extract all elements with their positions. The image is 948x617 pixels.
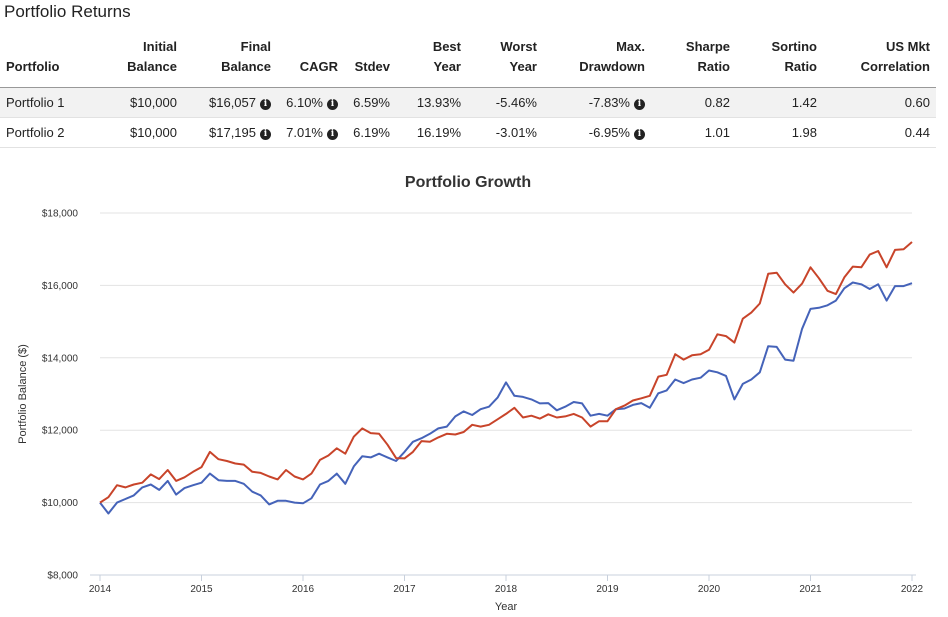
info-circle-icon[interactable]: i	[634, 99, 645, 110]
cell-cagr: 7.01% i	[277, 117, 344, 148]
cell-best-year: 13.93%	[396, 87, 467, 118]
cell-sortino-ratio: 1.98	[736, 117, 823, 148]
y-tick-label: $10,000	[42, 498, 79, 509]
portfolio-returns-table: Portfolio Initial Balance Final Balance CA…	[0, 30, 936, 148]
info-circle-icon[interactable]: i	[327, 129, 338, 140]
cell-worst-year: -5.46%	[467, 87, 543, 118]
chart-axes: $8,000 $10,000 $12,000 $14,000 $16,000 $18,00…	[42, 209, 924, 596]
cell-sharpe-ratio: 0.82	[651, 87, 736, 118]
x-tick-label: 2022	[901, 584, 924, 595]
col-header-sharpe-ratio[interactable]: Sharpe Ratio	[651, 30, 736, 88]
table-row-portfolio-2: Portfolio 2 $10,000 $17,195 i 7.01% i 6.19…	[0, 117, 936, 148]
x-tick-label: 2018	[495, 584, 518, 595]
x-axis-title: Year	[495, 601, 518, 613]
x-tick-label: 2017	[393, 584, 416, 595]
cell-max-drawdown: -6.95% i	[543, 117, 651, 148]
y-axis-title: Portfolio Balance ($)	[17, 344, 29, 444]
col-header-sortino-ratio[interactable]: Sortino Ratio	[736, 30, 823, 88]
y-tick-label: $18,000	[42, 209, 79, 220]
cell-final-balance: $16,057 i	[183, 87, 277, 118]
cell-cagr: 6.10% i	[277, 87, 344, 118]
col-header-final-balance[interactable]: Final Balance	[183, 30, 277, 88]
info-circle-icon[interactable]: i	[260, 129, 271, 140]
chart-series	[99, 241, 913, 515]
info-circle-icon[interactable]: i	[260, 99, 271, 110]
y-tick-label: $8,000	[47, 571, 78, 582]
table-row-portfolio-1: Portfolio 1 $10,000 $16,057 i 6.10% i 6.59…	[0, 87, 936, 118]
x-tick-label: 2014	[89, 584, 112, 595]
info-circle-icon[interactable]: i	[327, 99, 338, 110]
x-tick-label: 2020	[698, 584, 721, 595]
y-tick-label: $12,000	[42, 426, 79, 437]
x-tick-label: 2021	[799, 584, 822, 595]
cell-sortino-ratio: 1.42	[736, 87, 823, 118]
cell-portfolio: Portfolio 2	[0, 117, 104, 148]
cell-final-balance: $17,195 i	[183, 117, 277, 148]
cell-sharpe-ratio: 1.01	[651, 117, 736, 148]
col-header-max-drawdown[interactable]: Max. Drawdown	[543, 30, 651, 88]
cell-stdev: 6.59%	[344, 87, 396, 118]
series-line-2[interactable]	[99, 241, 913, 504]
x-tick-label: 2019	[596, 584, 619, 595]
series-line-1[interactable]	[99, 281, 913, 515]
col-header-us-mkt-correlation[interactable]: US Mkt Correlation	[823, 30, 936, 88]
x-tick-label: 2016	[292, 584, 315, 595]
x-tick-label: 2015	[190, 584, 213, 595]
cell-portfolio: Portfolio 1	[0, 87, 104, 118]
returns-section-title: Portfolio Returns	[4, 2, 131, 21]
info-circle-icon[interactable]: i	[634, 129, 645, 140]
col-header-worst-year[interactable]: Worst Year	[467, 30, 543, 88]
cell-us-mkt-correlation: 0.44	[823, 117, 936, 148]
cell-us-mkt-correlation: 0.60	[823, 87, 936, 118]
table-header-row: Portfolio Initial Balance Final Balance CA…	[0, 30, 936, 88]
cell-best-year: 16.19%	[396, 117, 467, 148]
cell-worst-year: -3.01%	[467, 117, 543, 148]
col-header-best-year[interactable]: Best Year	[396, 30, 467, 88]
cell-max-drawdown: -7.83% i	[543, 87, 651, 118]
chart-gridlines	[100, 212, 912, 504]
y-tick-label: $14,000	[42, 353, 79, 364]
col-header-initial-balance[interactable]: Initial Balance	[104, 30, 183, 88]
col-header-cagr[interactable]: CAGR	[277, 30, 344, 88]
cell-initial-balance: $10,000	[104, 87, 183, 118]
chart-title: Portfolio Growth	[404, 174, 532, 191]
portfolio-growth-chart[interactable]: $8,000 $10,000 $12,000 $14,000 $16,000 $18,00…	[0, 196, 936, 616]
cell-stdev: 6.19%	[344, 117, 396, 148]
col-header-portfolio[interactable]: Portfolio	[0, 30, 104, 88]
cell-initial-balance: $10,000	[104, 117, 183, 148]
col-header-stdev[interactable]: Stdev	[344, 30, 396, 88]
y-tick-label: $16,000	[42, 281, 79, 292]
